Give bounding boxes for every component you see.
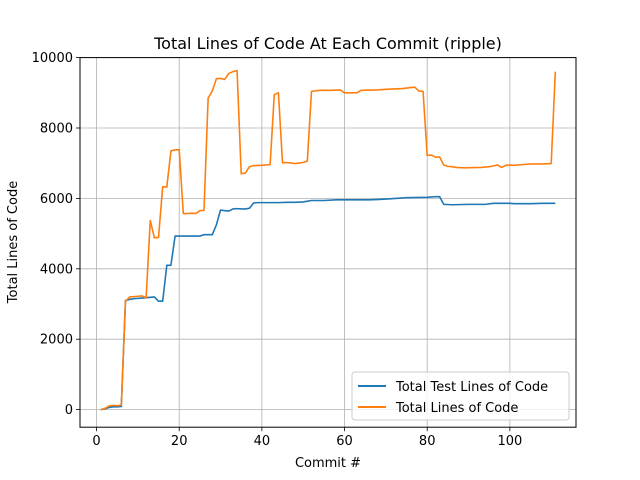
chart-title: Total Lines of Code At Each Commit (ripp… [153, 34, 502, 53]
series-lines [100, 69, 557, 411]
y-tick-label: 4000 [40, 262, 73, 277]
plot-area-frame [79, 57, 577, 428]
y-axis-title: Total Lines of Code [6, 181, 21, 304]
legend: Total Test Lines of Code Total Lines of … [351, 371, 570, 421]
legend-label-total-loc: Total Lines of Code [395, 401, 518, 416]
y-tick-label: 6000 [40, 192, 73, 207]
y-tick-label: 8000 [40, 122, 73, 137]
x-tick-label: 40 [254, 434, 271, 449]
axis-ticks: 0 20 40 60 80 100 0 2000 4000 6000 8000 10000 [32, 51, 523, 449]
x-axis-title: Commit # [295, 456, 361, 471]
x-tick-label: 80 [419, 434, 436, 449]
legend-box [351, 371, 570, 421]
x-tick-label: 0 [92, 434, 100, 449]
y-tick-label: 2000 [40, 333, 73, 348]
x-tick-label: 100 [497, 434, 522, 449]
series-line-total-loc [100, 69, 557, 411]
legend-label-test-loc: Total Test Lines of Code [395, 380, 548, 395]
x-tick-label: 60 [336, 434, 353, 449]
y-tick-label: 0 [65, 403, 73, 418]
y-tick-label: 10000 [32, 51, 73, 66]
x-tick-label: 20 [171, 434, 188, 449]
grid-lines [80, 57, 576, 428]
